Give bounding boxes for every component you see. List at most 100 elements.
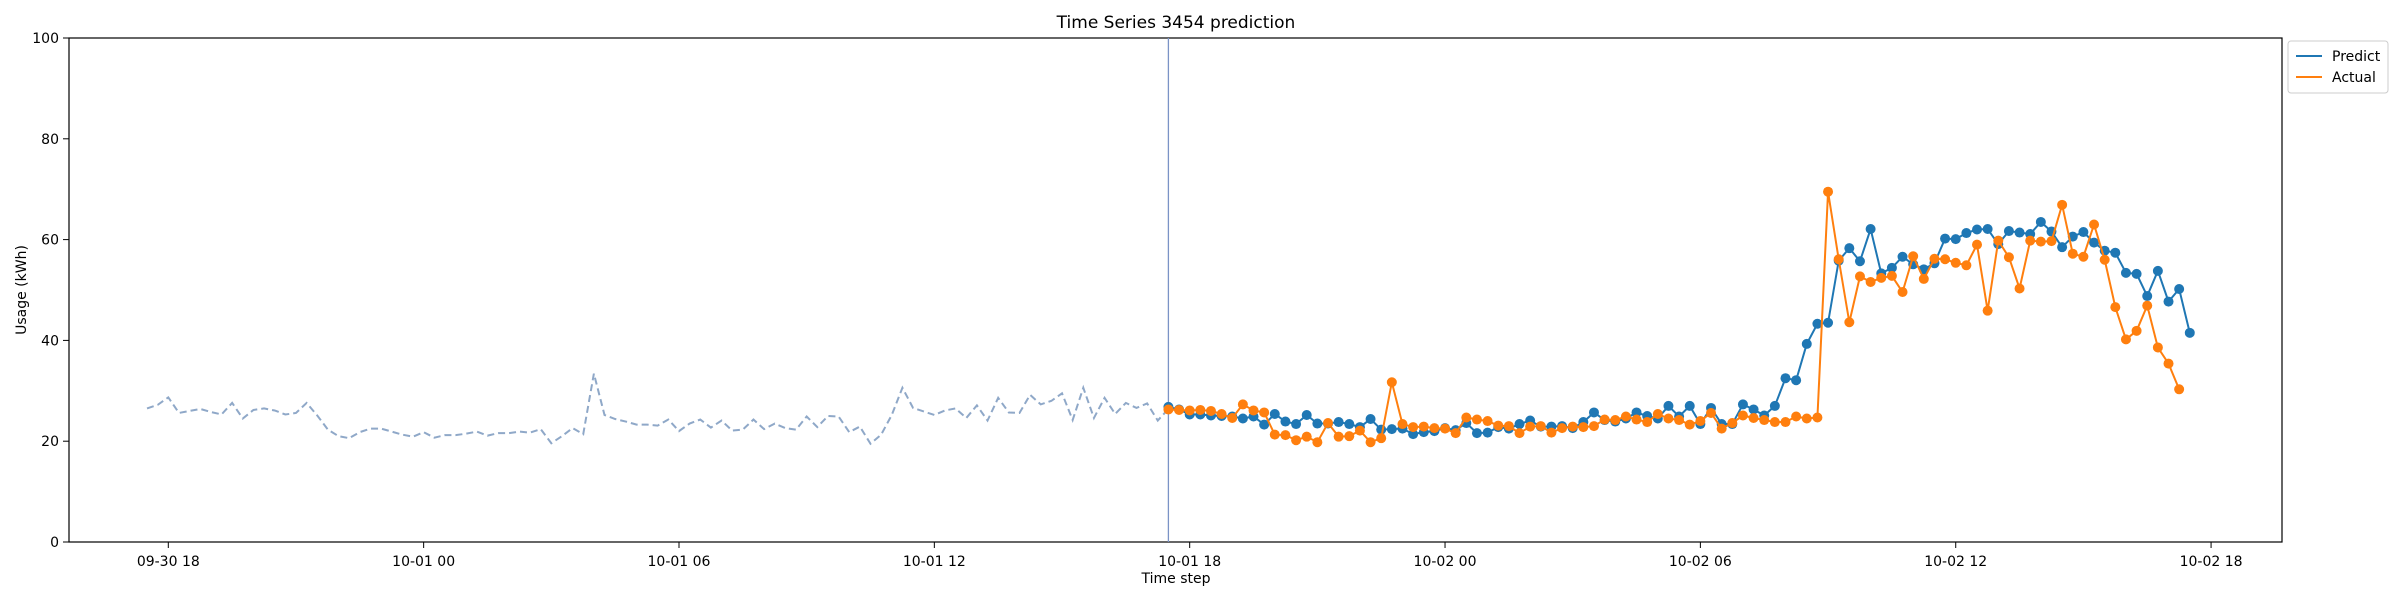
actual-point [1706,407,1717,418]
x-tick-label: 10-02 06 [1669,554,1732,570]
predict-point [1982,224,1993,235]
predict-point [1854,256,1865,267]
actual-point [1982,305,1993,316]
predict-point [1333,417,1344,428]
actual-point [1886,270,1897,281]
actual-point [1525,421,1536,432]
predict-point [1408,429,1419,440]
predict-point [1269,408,1280,419]
predict-point [1588,407,1599,418]
actual-point [1535,421,1546,432]
actual-point [1386,377,1397,388]
actual-point [1961,260,1972,271]
actual-point [1205,405,1216,416]
actual-point [1791,411,1802,422]
predict-point [1631,407,1642,418]
y-tick-label: 100 [32,31,59,47]
actual-point [1216,408,1227,419]
predict-point [1684,400,1695,411]
actual-point [1259,407,1270,418]
actual-point [2057,199,2068,210]
predict-point [1280,416,1291,427]
actual-point [1940,254,1951,265]
x-tick-label: 10-02 18 [2180,554,2243,570]
actual-point [1695,416,1706,427]
actual-point [1269,429,1280,440]
predict-point [2089,237,2100,248]
legend-label-predict: Predict [2332,49,2381,65]
predict-point [2152,265,2163,276]
actual-point [1674,415,1685,426]
predict-point [1950,234,1961,245]
predict-point [1865,224,1876,235]
actual-point [1323,418,1333,429]
actual-point [1312,437,1323,448]
x-tick-label: 10-01 12 [903,554,966,570]
actual-point [2035,236,2046,247]
predict-point [2174,283,2185,294]
actual-point [2014,283,2025,294]
actual-point [1823,186,1834,197]
predict-point [1812,318,1823,329]
predict-point [2163,296,2174,307]
actual-point [1684,419,1695,430]
actual-point [1567,421,1578,432]
actual-point [1461,412,1472,423]
actual-point [2152,342,2163,353]
actual-point [1195,404,1206,415]
actual-point [1663,413,1674,424]
predict-point [2014,227,2025,238]
predict-point [1791,375,1802,386]
actual-point [1578,422,1589,433]
actual-point [1482,416,1493,427]
predict-point [1663,400,1674,411]
predict-point [1844,243,1855,254]
predict-point [1237,413,1248,424]
predict-point [2142,291,2153,302]
actual-point [1599,414,1610,425]
actual-point [2099,254,2110,265]
actual-point [1493,420,1504,431]
actual-point [2142,300,2153,311]
legend-box [2287,40,2389,94]
predict-point [1259,419,1270,430]
actual-point [2110,302,2121,313]
actual-point [1174,404,1185,415]
predict-point [1514,419,1525,430]
actual-point [1716,423,1727,434]
actual-point [1514,428,1525,439]
actual-point [1418,421,1429,432]
predict-point [1972,224,1982,235]
actual-point [1854,271,1865,282]
predict-point [1780,373,1791,384]
actual-point [1344,431,1355,442]
x-axis-label: Time step [1141,571,1211,587]
actual-point [1769,417,1780,428]
actual-point [1876,272,1887,283]
actual-point [1557,423,1568,434]
y-axis-label: Usage (kWh) [14,245,30,335]
actual-point [1972,239,1982,250]
actual-point [1503,421,1514,432]
predict-point [2003,226,2014,237]
predict-point [1769,400,1780,411]
actual-point [1993,235,2004,246]
actual-point [1950,257,1961,268]
plot-area [68,37,2283,543]
actual-point [1727,418,1738,429]
y-tick-label: 40 [41,333,59,349]
actual-point [2046,236,2057,247]
plot-frame [68,37,2283,543]
actual-point [1620,411,1631,422]
y-tick-label: 80 [41,132,59,148]
predict-point [2035,216,2046,227]
predict-point [1386,424,1397,435]
actual-point [2089,219,2100,230]
actual-point [1291,435,1302,446]
predict-point [1961,228,1972,239]
legend: Predict Actual [2287,40,2389,94]
actual-point [1748,413,1759,424]
actual-point [1450,428,1461,439]
predict-point [2110,247,2121,258]
